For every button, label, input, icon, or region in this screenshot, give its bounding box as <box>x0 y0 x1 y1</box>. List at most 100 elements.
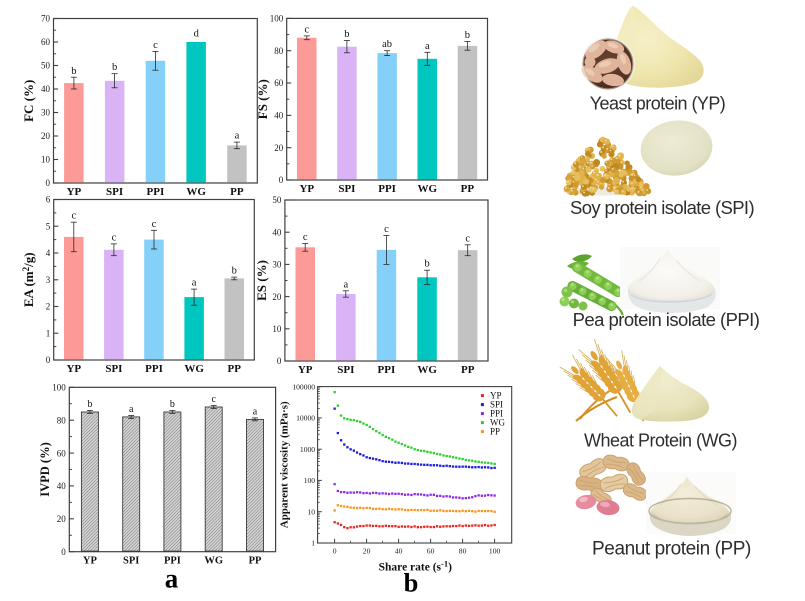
svg-text:b: b <box>232 266 237 277</box>
svg-text:b: b <box>87 399 92 410</box>
svg-text:c: c <box>211 394 216 405</box>
svg-text:PPI: PPI <box>147 186 165 198</box>
svg-text:WG: WG <box>418 183 438 195</box>
svg-text:FS (%): FS (%) <box>255 79 270 119</box>
svg-text:60: 60 <box>274 78 284 88</box>
svg-text:PP: PP <box>461 364 475 376</box>
svg-text:YP: YP <box>299 183 314 195</box>
svg-text:PP: PP <box>461 183 475 195</box>
svg-text:6: 6 <box>46 195 51 205</box>
svg-text:WG: WG <box>184 363 204 375</box>
svg-text:30: 30 <box>41 108 51 118</box>
svg-text:2: 2 <box>46 302 51 312</box>
svg-text:40: 40 <box>274 111 284 121</box>
svg-text:1000: 1000 <box>300 445 315 454</box>
svg-text:b: b <box>344 29 349 40</box>
svg-text:c: c <box>465 233 470 244</box>
svg-text:100: 100 <box>270 14 284 24</box>
svg-text:b: b <box>71 66 76 77</box>
svg-text:Peanut protein (PP): Peanut protein (PP) <box>592 538 751 559</box>
svg-text:EA (m2/g): EA (m2/g) <box>21 252 36 307</box>
svg-text:SPI: SPI <box>337 364 354 376</box>
svg-text:40: 40 <box>41 84 51 94</box>
svg-text:0: 0 <box>279 175 284 185</box>
svg-text:b: b <box>424 259 429 270</box>
svg-text:YP: YP <box>67 186 82 198</box>
svg-text:YP: YP <box>66 363 81 375</box>
svg-text:a: a <box>165 564 179 594</box>
svg-text:ab: ab <box>382 39 392 50</box>
svg-text:SPI: SPI <box>338 183 355 195</box>
svg-text:SPI: SPI <box>106 186 123 198</box>
svg-text:100000: 100000 <box>292 382 315 391</box>
svg-text:c: c <box>384 224 389 235</box>
svg-text:10: 10 <box>41 155 51 165</box>
svg-text:20: 20 <box>272 292 282 302</box>
svg-text:50: 50 <box>41 61 51 71</box>
svg-text:PPI: PPI <box>145 363 163 375</box>
svg-text:40: 40 <box>395 547 403 556</box>
svg-text:10: 10 <box>272 324 282 334</box>
svg-text:b: b <box>170 399 175 410</box>
svg-text:Soy protein isolate (SPI): Soy protein isolate (SPI) <box>570 197 754 218</box>
svg-text:PP: PP <box>490 427 500 437</box>
svg-text:100: 100 <box>489 547 501 556</box>
svg-text:b: b <box>465 30 470 41</box>
svg-text:a: a <box>129 404 134 415</box>
svg-text:20: 20 <box>274 143 284 153</box>
svg-text:a: a <box>343 279 348 290</box>
svg-text:c: c <box>153 40 158 51</box>
svg-text:60: 60 <box>57 448 67 458</box>
svg-text:50: 50 <box>272 195 282 205</box>
svg-text:PP: PP <box>230 186 244 198</box>
svg-text:PPI: PPI <box>378 183 396 195</box>
svg-text:b: b <box>112 62 117 73</box>
svg-text:YP: YP <box>83 556 98 567</box>
svg-text:80: 80 <box>459 547 467 556</box>
svg-text:4: 4 <box>46 248 51 258</box>
svg-text:ES (%): ES (%) <box>254 260 269 301</box>
svg-text:c: c <box>71 211 76 222</box>
svg-text:WG: WG <box>186 186 206 198</box>
svg-text:60: 60 <box>41 37 51 47</box>
svg-text:PP: PP <box>249 556 262 567</box>
svg-text:40: 40 <box>272 227 282 237</box>
svg-text:Yeast protein (YP): Yeast protein (YP) <box>590 94 726 114</box>
svg-text:PP: PP <box>227 363 241 375</box>
svg-text:c: c <box>112 232 117 243</box>
svg-text:0: 0 <box>333 547 337 556</box>
svg-text:60: 60 <box>427 547 435 556</box>
svg-text:100: 100 <box>52 383 66 393</box>
svg-text:IVPD (%): IVPD (%) <box>38 442 52 497</box>
svg-text:10000: 10000 <box>296 414 315 423</box>
svg-text:FC (%): FC (%) <box>21 80 36 122</box>
svg-text:0: 0 <box>61 547 66 557</box>
svg-text:WG: WG <box>204 556 223 567</box>
svg-text:YP: YP <box>298 364 313 376</box>
svg-text:PPI: PPI <box>490 409 503 419</box>
svg-text:YP: YP <box>490 391 502 401</box>
svg-text:1: 1 <box>46 328 51 338</box>
svg-text:SPI: SPI <box>490 400 503 410</box>
svg-text:SPI: SPI <box>105 363 122 375</box>
svg-text:Apparent viscosity (mPa·s): Apparent viscosity (mPa·s) <box>279 401 291 528</box>
svg-text:SPI: SPI <box>123 556 139 567</box>
svg-text:5: 5 <box>46 221 51 231</box>
svg-text:0: 0 <box>277 356 282 366</box>
svg-text:a: a <box>192 278 197 289</box>
svg-text:PPI: PPI <box>378 364 396 376</box>
svg-text:b: b <box>404 568 419 598</box>
svg-text:WG: WG <box>417 364 437 376</box>
svg-text:20: 20 <box>363 547 371 556</box>
svg-text:a: a <box>235 131 240 142</box>
svg-text:c: c <box>304 24 309 35</box>
svg-text:Pea protein isolate (PPI): Pea protein isolate (PPI) <box>573 309 760 330</box>
svg-text:80: 80 <box>57 415 67 425</box>
svg-text:10: 10 <box>308 507 316 516</box>
svg-text:3: 3 <box>46 275 51 285</box>
svg-text:20: 20 <box>41 131 51 141</box>
svg-text:WG: WG <box>490 418 505 428</box>
svg-text:80: 80 <box>274 46 284 56</box>
svg-text:PPI: PPI <box>164 556 181 567</box>
svg-text:70: 70 <box>41 14 51 24</box>
